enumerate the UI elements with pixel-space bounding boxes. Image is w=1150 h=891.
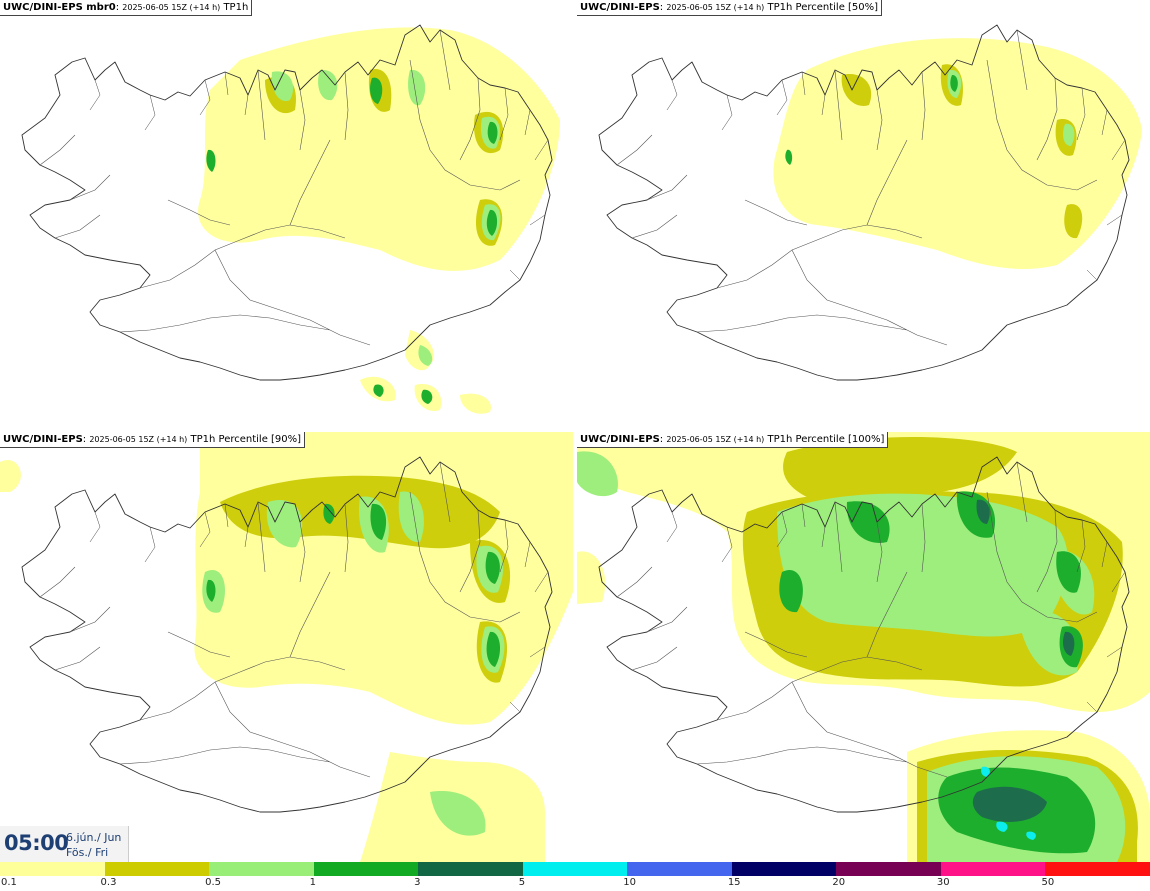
run-time: 2025-06-05 15Z (+14 h): [122, 3, 221, 12]
colorbar-swatch: [209, 862, 314, 876]
colorbar-swatch: [104, 862, 210, 876]
colorbar-label: 0.1: [1, 877, 17, 888]
field-name: TP1h Percentile [100%]: [767, 434, 885, 445]
valid-time-box: 05:00 6.jún./ Jun Fös./ Fri: [0, 826, 129, 862]
colorbar-label: 5: [518, 877, 526, 888]
valid-clock: 05:00: [4, 831, 69, 855]
valid-date: 6.jún./ Jun: [66, 831, 122, 844]
model-name: UWC/DINI-EPS: [3, 434, 83, 445]
panel-title: UWC/DINI-EPS mbr0: 2025-06-05 15Z (+14 h…: [0, 0, 253, 16]
model-name: UWC/DINI-EPS: [580, 2, 660, 13]
run-time: 2025-06-05 15Z (+14 h): [666, 3, 765, 12]
colorbar-swatch: [313, 862, 419, 876]
model-name: UWC/DINI-EPS mbr0: [3, 2, 116, 13]
panel-title: UWC/DINI-EPS: 2025-06-05 15Z (+14 h) TP1…: [577, 432, 889, 448]
colorbar-swatch: [1045, 862, 1150, 876]
field-name: TP1h: [223, 2, 249, 13]
map-panel-mbr0: UWC/DINI-EPS mbr0: 2025-06-05 15Z (+14 h…: [0, 0, 573, 430]
colorbar-swatch: [0, 862, 105, 876]
colorbar-label: 0.5: [205, 877, 221, 888]
colorbar-label: 10: [623, 877, 636, 888]
valid-weekday: Fös./ Fri: [66, 846, 109, 859]
precip-map: [21, 24, 561, 414]
colorbar-swatch: [940, 862, 1046, 876]
precip-map: [0, 432, 573, 862]
colorbar-label: 15: [727, 877, 741, 888]
colorbar-swatch: [627, 862, 732, 876]
precip-map: [598, 24, 1142, 381]
map-panel-p50: UWC/DINI-EPS: 2025-06-05 15Z (+14 h) TP1…: [577, 0, 1150, 430]
colorbar-swatch: [731, 862, 837, 876]
colorbar-label: 3: [414, 877, 421, 888]
run-time: 2025-06-05 15Z (+14 h): [666, 435, 765, 444]
field-name: TP1h Percentile [90%]: [190, 434, 302, 445]
panel-title: UWC/DINI-EPS: 2025-06-05 15Z (+14 h) TP1…: [0, 432, 306, 448]
colorbar-label: 0.3: [100, 877, 117, 888]
colorbar-label: 50: [1041, 877, 1055, 888]
colorbar-labels: 0.1 0.3 0.5 1 3 5 10 15 20 30 50: [0, 876, 1150, 891]
colorbar-label: 20: [832, 877, 846, 888]
model-name: UWC/DINI-EPS: [580, 434, 660, 445]
colorbar-swatch: [836, 862, 941, 876]
precip-map: [577, 432, 1150, 862]
colorbar-label: 30: [936, 877, 950, 888]
colorbar-swatch: [522, 862, 628, 876]
run-time: 2025-06-05 15Z (+14 h): [89, 435, 188, 444]
colorbar-swatch: [418, 862, 523, 876]
map-panel-p90: UWC/DINI-EPS: 2025-06-05 15Z (+14 h) TP1…: [0, 432, 573, 862]
panel-title: UWC/DINI-EPS: 2025-06-05 15Z (+14 h) TP1…: [577, 0, 883, 16]
colorbar-label: 1: [309, 877, 316, 888]
map-panel-p100: UWC/DINI-EPS: 2025-06-05 15Z (+14 h) TP1…: [577, 432, 1150, 862]
precip-colorbar: [0, 862, 1150, 876]
field-name: TP1h Percentile [50%]: [767, 2, 879, 13]
